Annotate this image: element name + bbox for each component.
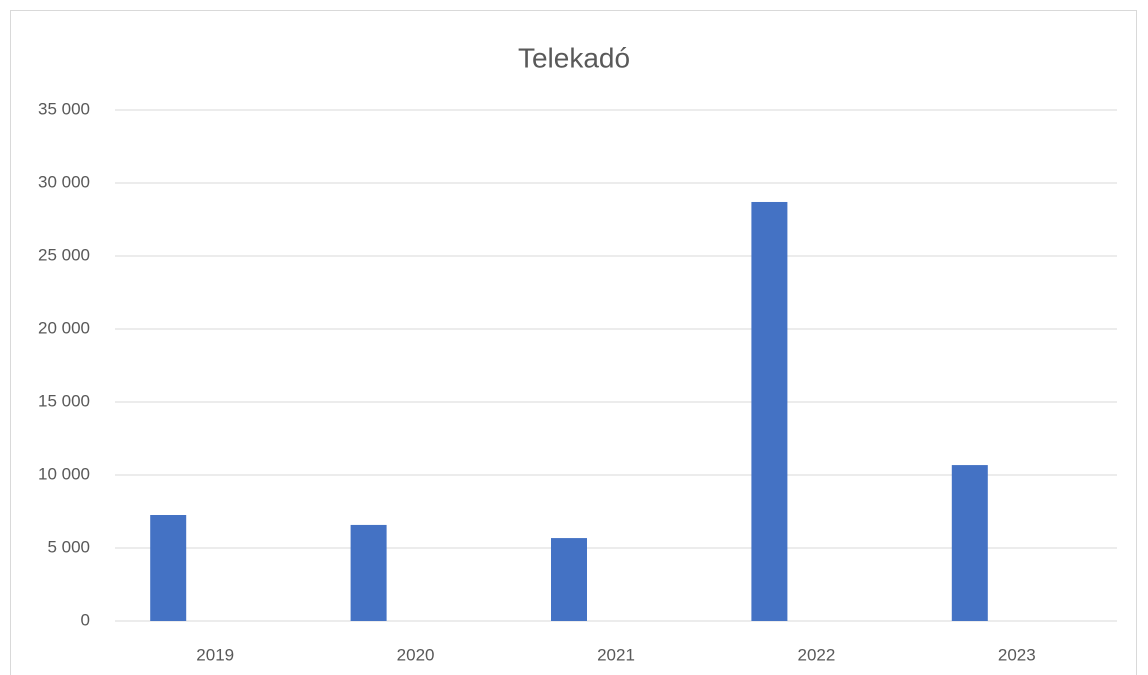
bar [951,465,988,621]
y-tick-label: 5 000 [47,537,90,556]
y-tick-label: 30 000 [38,172,90,191]
x-tick-label: 2020 [397,645,435,664]
bar [350,524,387,621]
bar [751,201,788,622]
y-tick-label: 35 000 [38,99,90,118]
bar [551,538,587,621]
y-tick-label: 20 000 [38,318,90,337]
y-tick-label: 25 000 [38,245,90,264]
y-tick-label: 15 000 [38,391,90,410]
chart-title: Telekadó [518,42,630,73]
x-tick-label: 2022 [797,645,835,664]
x-tick-label: 2021 [597,645,635,664]
x-tick-label: 2023 [998,645,1036,664]
x-tick-label: 2019 [196,645,234,664]
y-tick-label: 0 [81,610,90,629]
bar [150,515,187,621]
y-tick-label: 10 000 [38,464,90,483]
